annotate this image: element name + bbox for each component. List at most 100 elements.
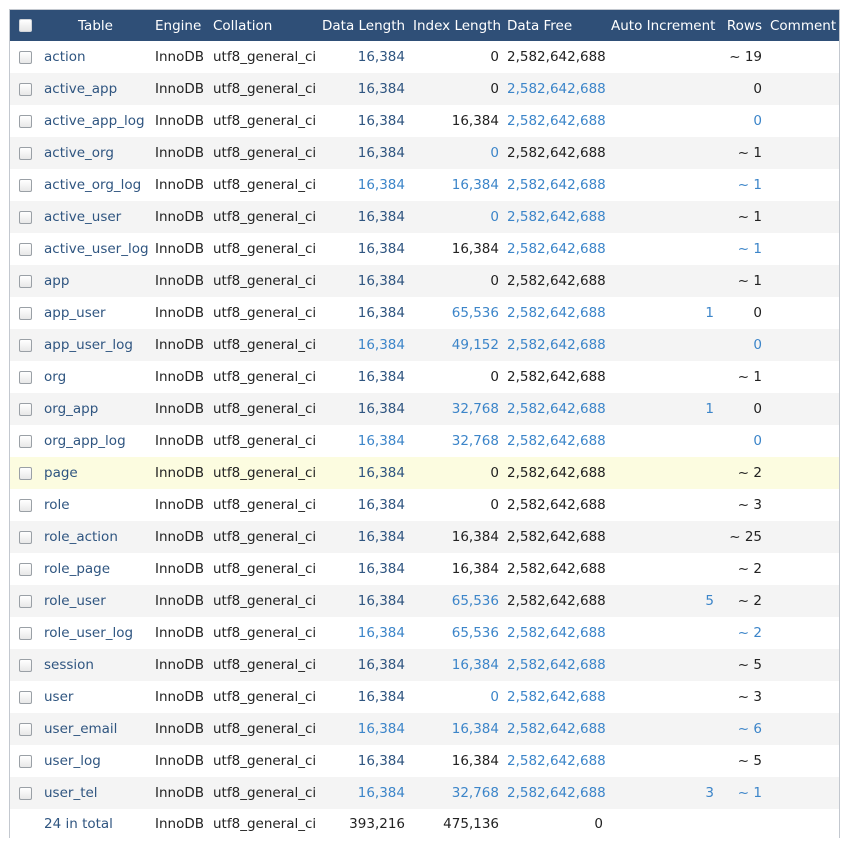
- table-row[interactable]: active_org InnoDB utf8_general_ci 16,384 0 2,…: [10, 137, 839, 169]
- row-checkbox[interactable]: [18, 338, 32, 352]
- row-checkbox[interactable]: [18, 626, 32, 640]
- table-name-link[interactable]: active_app_log: [44, 113, 145, 129]
- row-checkbox-cell[interactable]: [10, 201, 40, 233]
- row-checkbox[interactable]: [18, 306, 32, 320]
- table-name-link[interactable]: role_action: [44, 529, 118, 545]
- row-checkbox-cell[interactable]: [10, 777, 40, 809]
- index-length-cell[interactable]: 0: [490, 209, 499, 225]
- table-name-link[interactable]: active_org: [44, 145, 114, 161]
- table-name-link[interactable]: role: [44, 497, 70, 513]
- data-length-cell[interactable]: 16,384: [357, 145, 405, 161]
- row-checkbox-cell[interactable]: [10, 137, 40, 169]
- table-row[interactable]: user_email InnoDB utf8_general_ci 16,384 16,…: [10, 713, 839, 745]
- table-name-link[interactable]: active_user: [44, 209, 122, 225]
- row-checkbox[interactable]: [18, 722, 32, 736]
- row-checkbox-cell[interactable]: [10, 169, 40, 201]
- data-free-cell[interactable]: 2,582,642,688: [507, 305, 606, 321]
- row-checkbox[interactable]: [18, 530, 32, 544]
- table-row[interactable]: app_user_log InnoDB utf8_general_ci 16,384 4…: [10, 329, 839, 361]
- row-checkbox[interactable]: [18, 402, 32, 416]
- rows-cell[interactable]: ~ 1: [737, 241, 762, 257]
- row-checkbox[interactable]: [18, 562, 32, 576]
- row-checkbox-cell[interactable]: [10, 617, 40, 649]
- auto-increment-cell[interactable]: 5: [705, 593, 714, 609]
- table-name-link[interactable]: role_user: [44, 593, 106, 609]
- table-name-link[interactable]: user_tel: [44, 785, 98, 801]
- row-checkbox-cell[interactable]: [10, 585, 40, 617]
- row-checkbox[interactable]: [18, 690, 32, 704]
- table-name-link[interactable]: role_user_log: [44, 625, 134, 641]
- table-name-link[interactable]: page: [44, 465, 78, 481]
- data-free-cell[interactable]: 2,582,642,688: [507, 81, 606, 97]
- rows-cell[interactable]: ~ 2: [737, 625, 762, 641]
- index-length-cell[interactable]: 32,768: [451, 785, 499, 801]
- data-free-cell[interactable]: 2,582,642,688: [507, 689, 606, 705]
- rows-cell[interactable]: ~ 1: [737, 177, 762, 193]
- data-length-cell[interactable]: 16,384: [357, 209, 405, 225]
- auto-increment-cell[interactable]: 3: [705, 785, 714, 801]
- index-length-cell[interactable]: 65,536: [451, 305, 499, 321]
- table-row[interactable]: active_user_log InnoDB utf8_general_ci 16,3…: [10, 233, 839, 265]
- data-length-cell[interactable]: 16,384: [357, 465, 405, 481]
- col-header-table[interactable]: Table: [78, 17, 113, 34]
- row-checkbox[interactable]: [18, 754, 32, 768]
- data-length-cell[interactable]: 16,384: [357, 625, 405, 641]
- row-checkbox-cell[interactable]: [10, 745, 40, 777]
- row-checkbox-cell[interactable]: [10, 361, 40, 393]
- data-length-cell[interactable]: 16,384: [357, 433, 405, 449]
- data-length-cell[interactable]: 16,384: [357, 113, 405, 129]
- data-length-cell[interactable]: 16,384: [357, 689, 405, 705]
- rows-cell[interactable]: 0: [753, 433, 762, 449]
- data-free-cell[interactable]: 2,582,642,688: [507, 113, 606, 129]
- rows-cell[interactable]: 0: [753, 337, 762, 353]
- auto-increment-cell[interactable]: 1: [705, 305, 714, 321]
- data-length-cell[interactable]: 16,384: [357, 561, 405, 577]
- col-header-auto-increment[interactable]: Auto Increment: [611, 17, 716, 34]
- table-row[interactable]: role_user_log InnoDB utf8_general_ci 16,384…: [10, 617, 839, 649]
- data-free-cell[interactable]: 2,582,642,688: [507, 209, 606, 225]
- table-row[interactable]: org InnoDB utf8_general_ci 16,384 0 2,582,642…: [10, 361, 839, 393]
- table-name-link[interactable]: action: [44, 49, 86, 65]
- data-length-cell[interactable]: 16,384: [357, 273, 405, 289]
- row-checkbox-cell[interactable]: [10, 329, 40, 361]
- data-free-cell[interactable]: 2,582,642,688: [507, 433, 606, 449]
- table-row[interactable]: active_app InnoDB utf8_general_ci 16,384 0 2,…: [10, 73, 839, 105]
- row-checkbox-cell[interactable]: [10, 265, 40, 297]
- col-header-comment[interactable]: Comment: [770, 17, 837, 34]
- data-free-cell[interactable]: 2,582,642,688: [507, 401, 606, 417]
- table-name-link[interactable]: session: [44, 657, 94, 673]
- col-header-data-free[interactable]: Data Free: [507, 17, 573, 34]
- row-checkbox-cell[interactable]: [10, 425, 40, 457]
- data-free-cell[interactable]: 2,582,642,688: [507, 753, 606, 769]
- data-free-cell[interactable]: 2,582,642,688: [507, 657, 606, 673]
- table-row[interactable]: active_user InnoDB utf8_general_ci 16,384 0 2…: [10, 201, 839, 233]
- data-length-cell[interactable]: 16,384: [357, 241, 405, 257]
- data-free-cell[interactable]: 2,582,642,688: [507, 337, 606, 353]
- data-length-cell[interactable]: 16,384: [357, 305, 405, 321]
- data-free-cell[interactable]: 2,582,642,688: [507, 241, 606, 257]
- data-length-cell[interactable]: 16,384: [357, 177, 405, 193]
- row-checkbox-cell[interactable]: [10, 521, 40, 553]
- row-checkbox-cell[interactable]: [10, 649, 40, 681]
- row-checkbox-cell[interactable]: [10, 233, 40, 265]
- data-length-cell[interactable]: 16,384: [357, 497, 405, 513]
- data-length-cell[interactable]: 16,384: [357, 721, 405, 737]
- index-length-cell[interactable]: 49,152: [451, 337, 499, 353]
- row-checkbox[interactable]: [18, 82, 32, 96]
- table-name-link[interactable]: app_user_log: [44, 337, 133, 353]
- table-row[interactable]: role InnoDB utf8_general_ci 16,384 0 2,582,64…: [10, 489, 839, 521]
- data-length-cell[interactable]: 16,384: [357, 401, 405, 417]
- row-checkbox-cell[interactable]: [10, 41, 40, 73]
- row-checkbox[interactable]: [18, 370, 32, 384]
- table-row[interactable]: role_user InnoDB utf8_general_ci 16,384 65,5…: [10, 585, 839, 617]
- row-checkbox-cell[interactable]: [10, 457, 40, 489]
- table-name-link[interactable]: app: [44, 273, 70, 289]
- data-length-cell[interactable]: 16,384: [357, 753, 405, 769]
- data-length-cell[interactable]: 16,384: [357, 81, 405, 97]
- table-name-link[interactable]: active_app: [44, 81, 118, 97]
- data-length-cell[interactable]: 16,384: [357, 337, 405, 353]
- table-row[interactable]: active_org_log InnoDB utf8_general_ci 16,38…: [10, 169, 839, 201]
- col-header-data-length[interactable]: Data Length: [322, 17, 406, 34]
- table-name-link[interactable]: active_user_log: [44, 241, 149, 257]
- row-checkbox[interactable]: [18, 50, 32, 64]
